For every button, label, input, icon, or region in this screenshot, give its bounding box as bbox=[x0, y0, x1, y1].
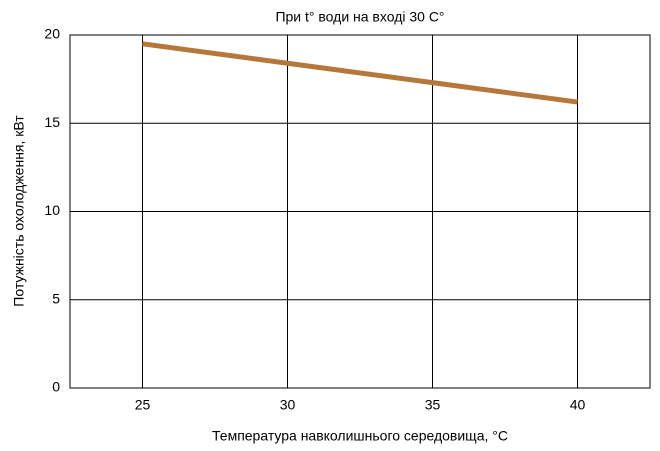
x-tick-label: 40 bbox=[570, 397, 586, 413]
x-axis-label: Температура навколишнього середовища, °C bbox=[212, 428, 508, 444]
y-tick-label: 5 bbox=[52, 290, 60, 306]
data-line bbox=[142, 41, 578, 105]
y-tick-label: 15 bbox=[44, 114, 60, 130]
y-axis-label: Потужність охолодження, кВт bbox=[11, 115, 27, 307]
x-tick-label: 25 bbox=[135, 397, 151, 413]
y-tick-label: 10 bbox=[44, 202, 60, 218]
y-tick-label: 0 bbox=[52, 379, 60, 395]
x-tick-label: 30 bbox=[280, 397, 296, 413]
y-tick-label: 20 bbox=[44, 26, 60, 42]
chart-title: При t° води на вході 30 С° bbox=[275, 9, 444, 25]
x-tick-label: 35 bbox=[425, 397, 441, 413]
